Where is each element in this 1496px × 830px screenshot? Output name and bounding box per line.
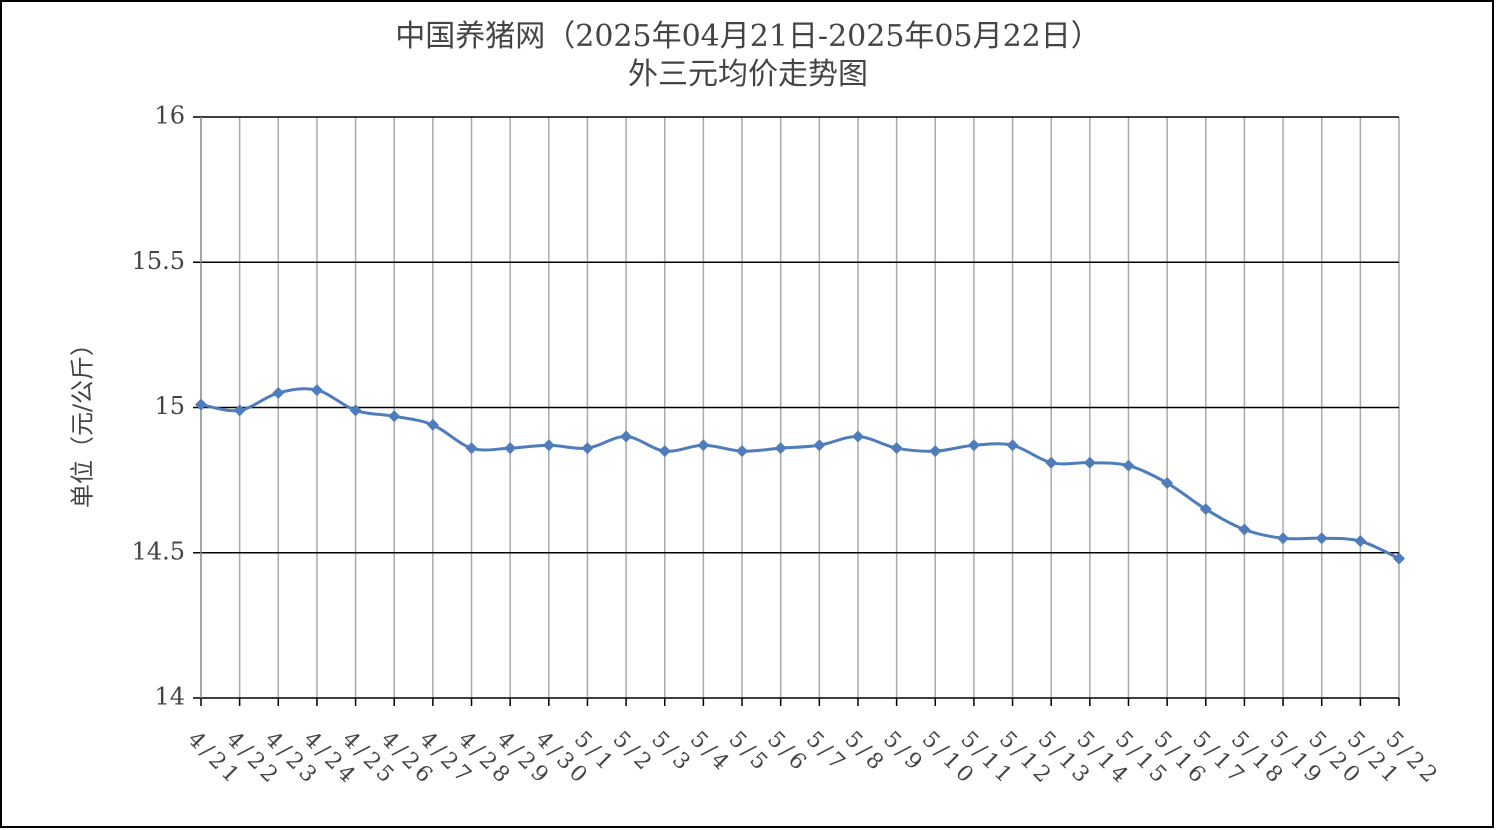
marker	[851, 430, 864, 443]
marker	[1277, 532, 1290, 545]
y-tick-label: 15.5	[132, 247, 185, 275]
y-tick-label: 16	[154, 102, 185, 130]
y-tick-label: 14	[154, 683, 185, 711]
marker	[620, 430, 633, 443]
marker	[1238, 523, 1251, 536]
marker	[1122, 459, 1135, 472]
marker	[1006, 439, 1019, 452]
marker	[581, 442, 594, 455]
marker	[542, 439, 555, 452]
marker	[1393, 552, 1405, 565]
marker	[1354, 535, 1367, 548]
marker	[1199, 503, 1212, 516]
marker	[967, 439, 980, 452]
marker	[929, 445, 942, 458]
marker	[774, 442, 787, 455]
marker	[349, 404, 362, 417]
marker	[736, 445, 749, 458]
marker	[890, 442, 903, 455]
marker	[1161, 477, 1174, 490]
marker	[465, 442, 478, 455]
marker	[813, 439, 826, 452]
chart-title: 中国养猪网（2025年04月21日-2025年05月22日）	[395, 19, 1101, 54]
y-tick-label: 14.5	[132, 537, 185, 565]
marker	[426, 418, 439, 431]
marker	[1083, 456, 1096, 469]
marker	[272, 386, 285, 399]
chart-subtitle: 外三元均价走势图	[628, 57, 868, 92]
marker	[1045, 456, 1058, 469]
marker	[658, 445, 671, 458]
marker	[504, 442, 517, 455]
marker	[1315, 532, 1328, 545]
marker	[195, 398, 207, 411]
marker	[233, 404, 246, 417]
marker	[310, 384, 323, 397]
marker	[697, 439, 710, 452]
y-tick-label: 15	[154, 392, 185, 420]
y-axis-label: 单位（元/公斤）	[69, 332, 97, 508]
marker	[388, 410, 401, 423]
